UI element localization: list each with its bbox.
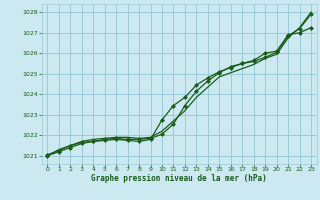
X-axis label: Graphe pression niveau de la mer (hPa): Graphe pression niveau de la mer (hPa)	[91, 174, 267, 183]
